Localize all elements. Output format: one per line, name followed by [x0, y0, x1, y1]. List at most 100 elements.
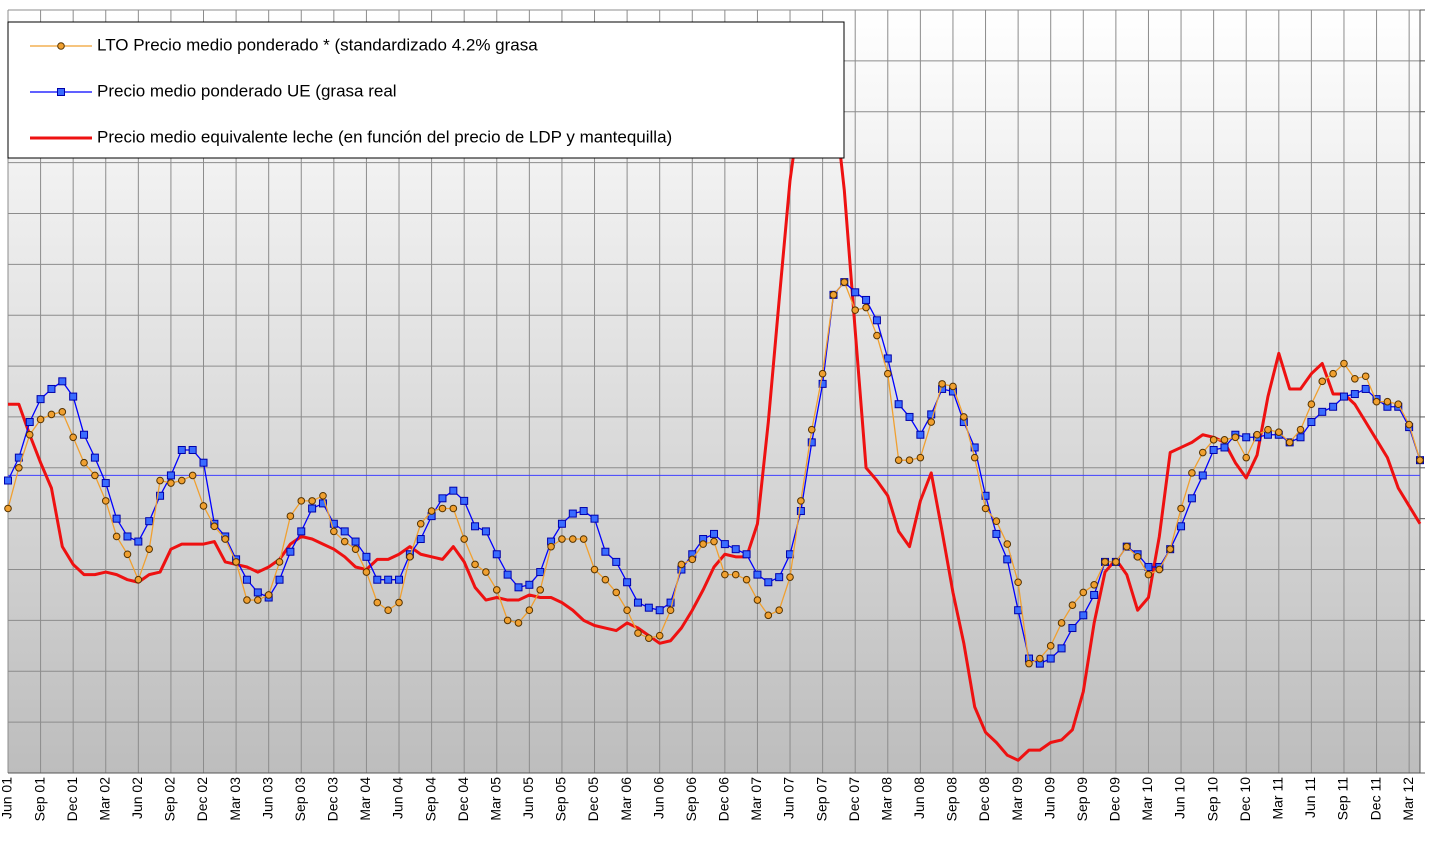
point — [286, 547, 295, 556]
point — [123, 550, 132, 559]
point — [1253, 430, 1261, 439]
point — [710, 529, 718, 538]
point — [851, 306, 860, 314]
point — [134, 537, 143, 546]
point — [688, 555, 697, 564]
legend-label: Precio medio equivalente leche (en funci… — [97, 127, 672, 146]
point — [970, 453, 979, 462]
point — [1188, 469, 1196, 477]
point — [1177, 504, 1185, 513]
point — [1350, 390, 1359, 399]
x-tick-label: Dec 04 — [455, 777, 471, 822]
point — [558, 535, 566, 543]
point — [36, 395, 45, 404]
point — [481, 527, 490, 536]
point — [232, 558, 240, 566]
point — [275, 575, 284, 584]
point — [634, 629, 642, 637]
x-tick-label: Mar 03 — [227, 777, 243, 821]
point — [4, 504, 12, 513]
point — [601, 575, 610, 584]
point — [710, 537, 718, 546]
point — [482, 568, 490, 576]
legend-box — [7, 21, 845, 159]
point — [4, 476, 12, 485]
point — [720, 540, 729, 549]
point — [253, 588, 262, 597]
point — [438, 494, 447, 503]
point — [1090, 580, 1098, 589]
point — [362, 552, 371, 561]
point — [384, 575, 393, 584]
point — [1307, 418, 1316, 427]
x-tick-label: Jun 05 — [520, 777, 536, 819]
point — [308, 497, 316, 505]
point — [1405, 420, 1413, 429]
point — [15, 464, 23, 472]
point — [949, 382, 957, 391]
point — [36, 415, 45, 424]
point — [536, 586, 545, 594]
point — [1220, 436, 1229, 444]
point — [319, 491, 327, 500]
x-tick-label: Jun 08 — [911, 777, 927, 819]
point — [536, 568, 545, 577]
x-tick-label: Jun 07 — [781, 777, 797, 819]
x-tick-label: Mar 08 — [878, 777, 894, 821]
point — [623, 578, 632, 587]
point — [807, 425, 816, 434]
point — [1057, 644, 1066, 653]
point — [775, 606, 783, 615]
point — [764, 611, 773, 620]
point — [1285, 438, 1294, 447]
point — [199, 458, 208, 467]
x-tick-label: Dec 06 — [716, 777, 732, 822]
point — [666, 606, 675, 615]
point — [655, 631, 664, 640]
point — [373, 598, 382, 607]
point — [862, 295, 871, 304]
point — [579, 507, 588, 516]
point — [264, 591, 273, 599]
x-tick-label: Mar 02 — [96, 777, 112, 821]
point — [623, 606, 631, 615]
point — [797, 497, 805, 505]
point — [351, 537, 360, 546]
point — [981, 504, 990, 513]
point — [1036, 654, 1044, 663]
point — [166, 471, 175, 480]
point — [960, 413, 968, 421]
point — [101, 479, 110, 488]
x-tick-label: Mar 11 — [1270, 777, 1286, 820]
point — [753, 570, 762, 579]
point — [742, 575, 751, 584]
point — [177, 445, 186, 454]
point — [1198, 471, 1207, 480]
legend-label: LTO Precio medio ponderado * (standardiz… — [97, 35, 538, 54]
point — [101, 497, 110, 505]
legend: LTO Precio medio ponderado * (standardiz… — [7, 21, 845, 159]
point — [731, 570, 740, 579]
legend-label: Precio medio ponderado UE (grasa real — [97, 81, 397, 100]
point — [677, 560, 686, 569]
x-tick-label: Dec 09 — [1107, 777, 1123, 822]
point — [47, 384, 56, 393]
point — [1318, 377, 1327, 386]
point — [1296, 433, 1305, 442]
point — [1339, 392, 1348, 401]
point — [1003, 540, 1012, 548]
point — [927, 410, 936, 419]
point — [1122, 542, 1131, 551]
point — [1340, 359, 1348, 368]
x-tick-label: Sep 02 — [162, 777, 178, 822]
series-line — [8, 41, 1422, 762]
point — [1372, 397, 1381, 406]
x-tick-label: Jun 02 — [129, 777, 145, 819]
x-tick-label: Mar 04 — [357, 777, 373, 821]
x-tick-label: Dec 11 — [1367, 777, 1383, 821]
point — [862, 303, 870, 312]
point — [1025, 659, 1033, 668]
point — [514, 583, 523, 592]
point — [286, 512, 295, 520]
